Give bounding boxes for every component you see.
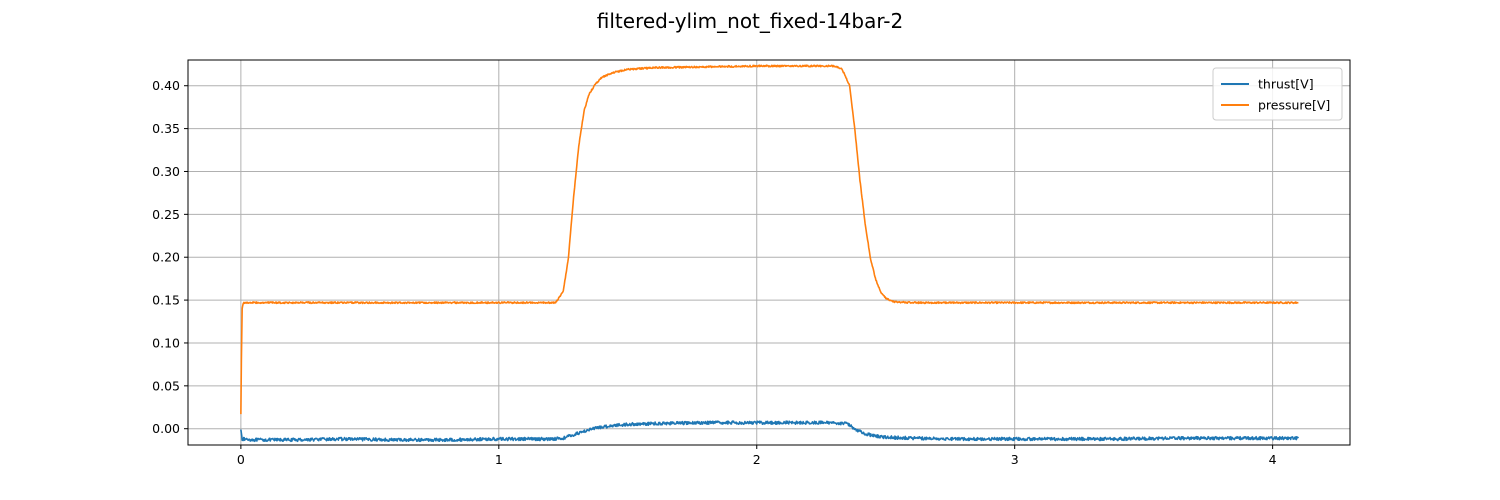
series-layer bbox=[240, 64, 1300, 443]
legend-label: pressure[V] bbox=[1258, 98, 1330, 113]
axes-frame bbox=[187, 59, 1351, 446]
series-line-thrust-v bbox=[240, 420, 1300, 443]
y-tick-label: 0.10 bbox=[152, 335, 180, 350]
y-tick-label: 0.05 bbox=[152, 378, 180, 393]
y-tick-label: 0.40 bbox=[152, 78, 180, 93]
x-axis: 0 1 2 3 4 bbox=[237, 445, 1277, 467]
y-tick-label: 0.35 bbox=[152, 121, 180, 136]
y-tick-label: 0.25 bbox=[152, 207, 180, 222]
y-axis: 0.00 0.05 0.10 0.15 0.20 0.25 0.30 0.35 0.40 bbox=[152, 78, 188, 436]
y-tick-label: 0.30 bbox=[152, 164, 180, 179]
chart-title: filtered-ylim_not_fixed-14bar-2 bbox=[597, 9, 903, 33]
y-tick-label: 0.00 bbox=[152, 421, 180, 436]
x-tick-label: 0 bbox=[237, 452, 245, 467]
legend-box bbox=[1212, 67, 1343, 121]
x-tick-label: 1 bbox=[495, 452, 503, 467]
legend-label: thrust[V] bbox=[1258, 77, 1314, 92]
x-tick-label: 3 bbox=[1011, 452, 1019, 467]
grid bbox=[188, 60, 1350, 445]
legend: thrust[V] pressure[V] bbox=[1212, 67, 1343, 121]
y-tick-label: 0.20 bbox=[152, 250, 180, 265]
x-tick-label: 4 bbox=[1269, 452, 1277, 467]
series-line-pressure-v bbox=[240, 64, 1299, 415]
y-tick-label: 0.15 bbox=[152, 293, 180, 308]
x-tick-label: 2 bbox=[753, 452, 761, 467]
